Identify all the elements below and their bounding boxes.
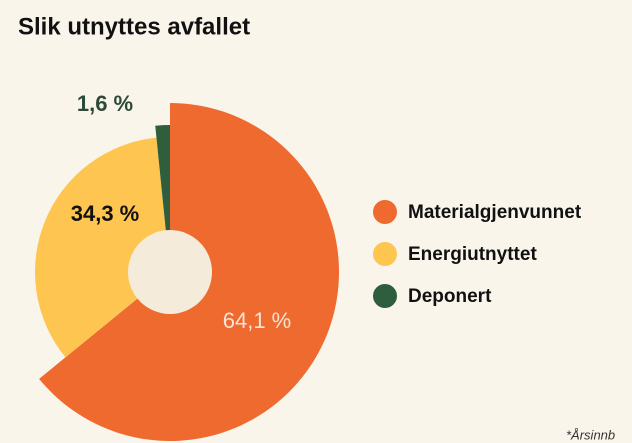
legend-swatch: [373, 284, 397, 308]
pie-hole: [128, 230, 212, 314]
pie-slice: [35, 137, 170, 358]
legend-swatch: [373, 200, 397, 224]
legend-label: Deponert: [408, 286, 492, 307]
data-label: 64,1 %: [223, 308, 292, 333]
data-label: 1,6 %: [77, 91, 133, 116]
data-label: 34,3 %: [71, 201, 140, 226]
chart-title: Slik utnyttes avfallet: [18, 13, 250, 40]
legend-label: Materialgjenvunnet: [408, 202, 582, 223]
legend-swatch: [373, 242, 397, 266]
legend-label: Energiutnyttet: [408, 244, 537, 265]
note: *Årsinnb: [566, 427, 615, 442]
